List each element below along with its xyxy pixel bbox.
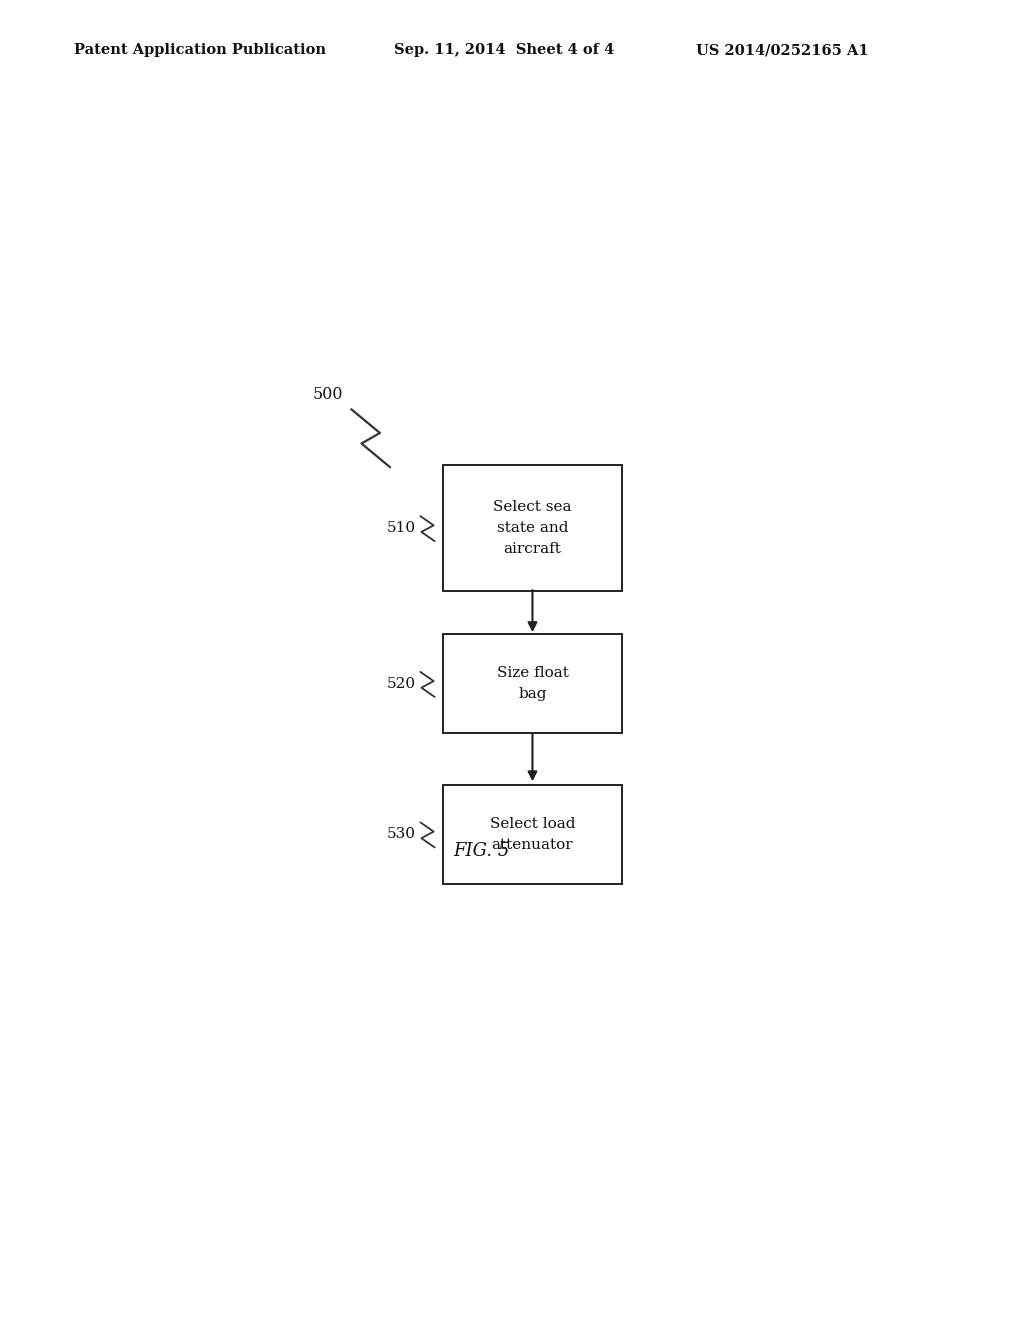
Text: Select sea
state and
aircraft: Select sea state and aircraft <box>494 500 571 556</box>
Text: Sep. 11, 2014  Sheet 4 of 4: Sep. 11, 2014 Sheet 4 of 4 <box>394 44 614 57</box>
Text: FIG. 5: FIG. 5 <box>453 842 510 861</box>
FancyBboxPatch shape <box>442 784 622 884</box>
FancyBboxPatch shape <box>442 635 622 734</box>
Text: 530: 530 <box>387 828 416 841</box>
Text: Patent Application Publication: Patent Application Publication <box>74 44 326 57</box>
Text: Size float
bag: Size float bag <box>497 667 568 701</box>
Text: Select load
attenuator: Select load attenuator <box>489 817 575 851</box>
Text: 500: 500 <box>312 385 343 403</box>
Text: US 2014/0252165 A1: US 2014/0252165 A1 <box>696 44 869 57</box>
Text: 520: 520 <box>387 677 416 690</box>
FancyBboxPatch shape <box>442 466 622 591</box>
Text: 510: 510 <box>387 521 416 535</box>
